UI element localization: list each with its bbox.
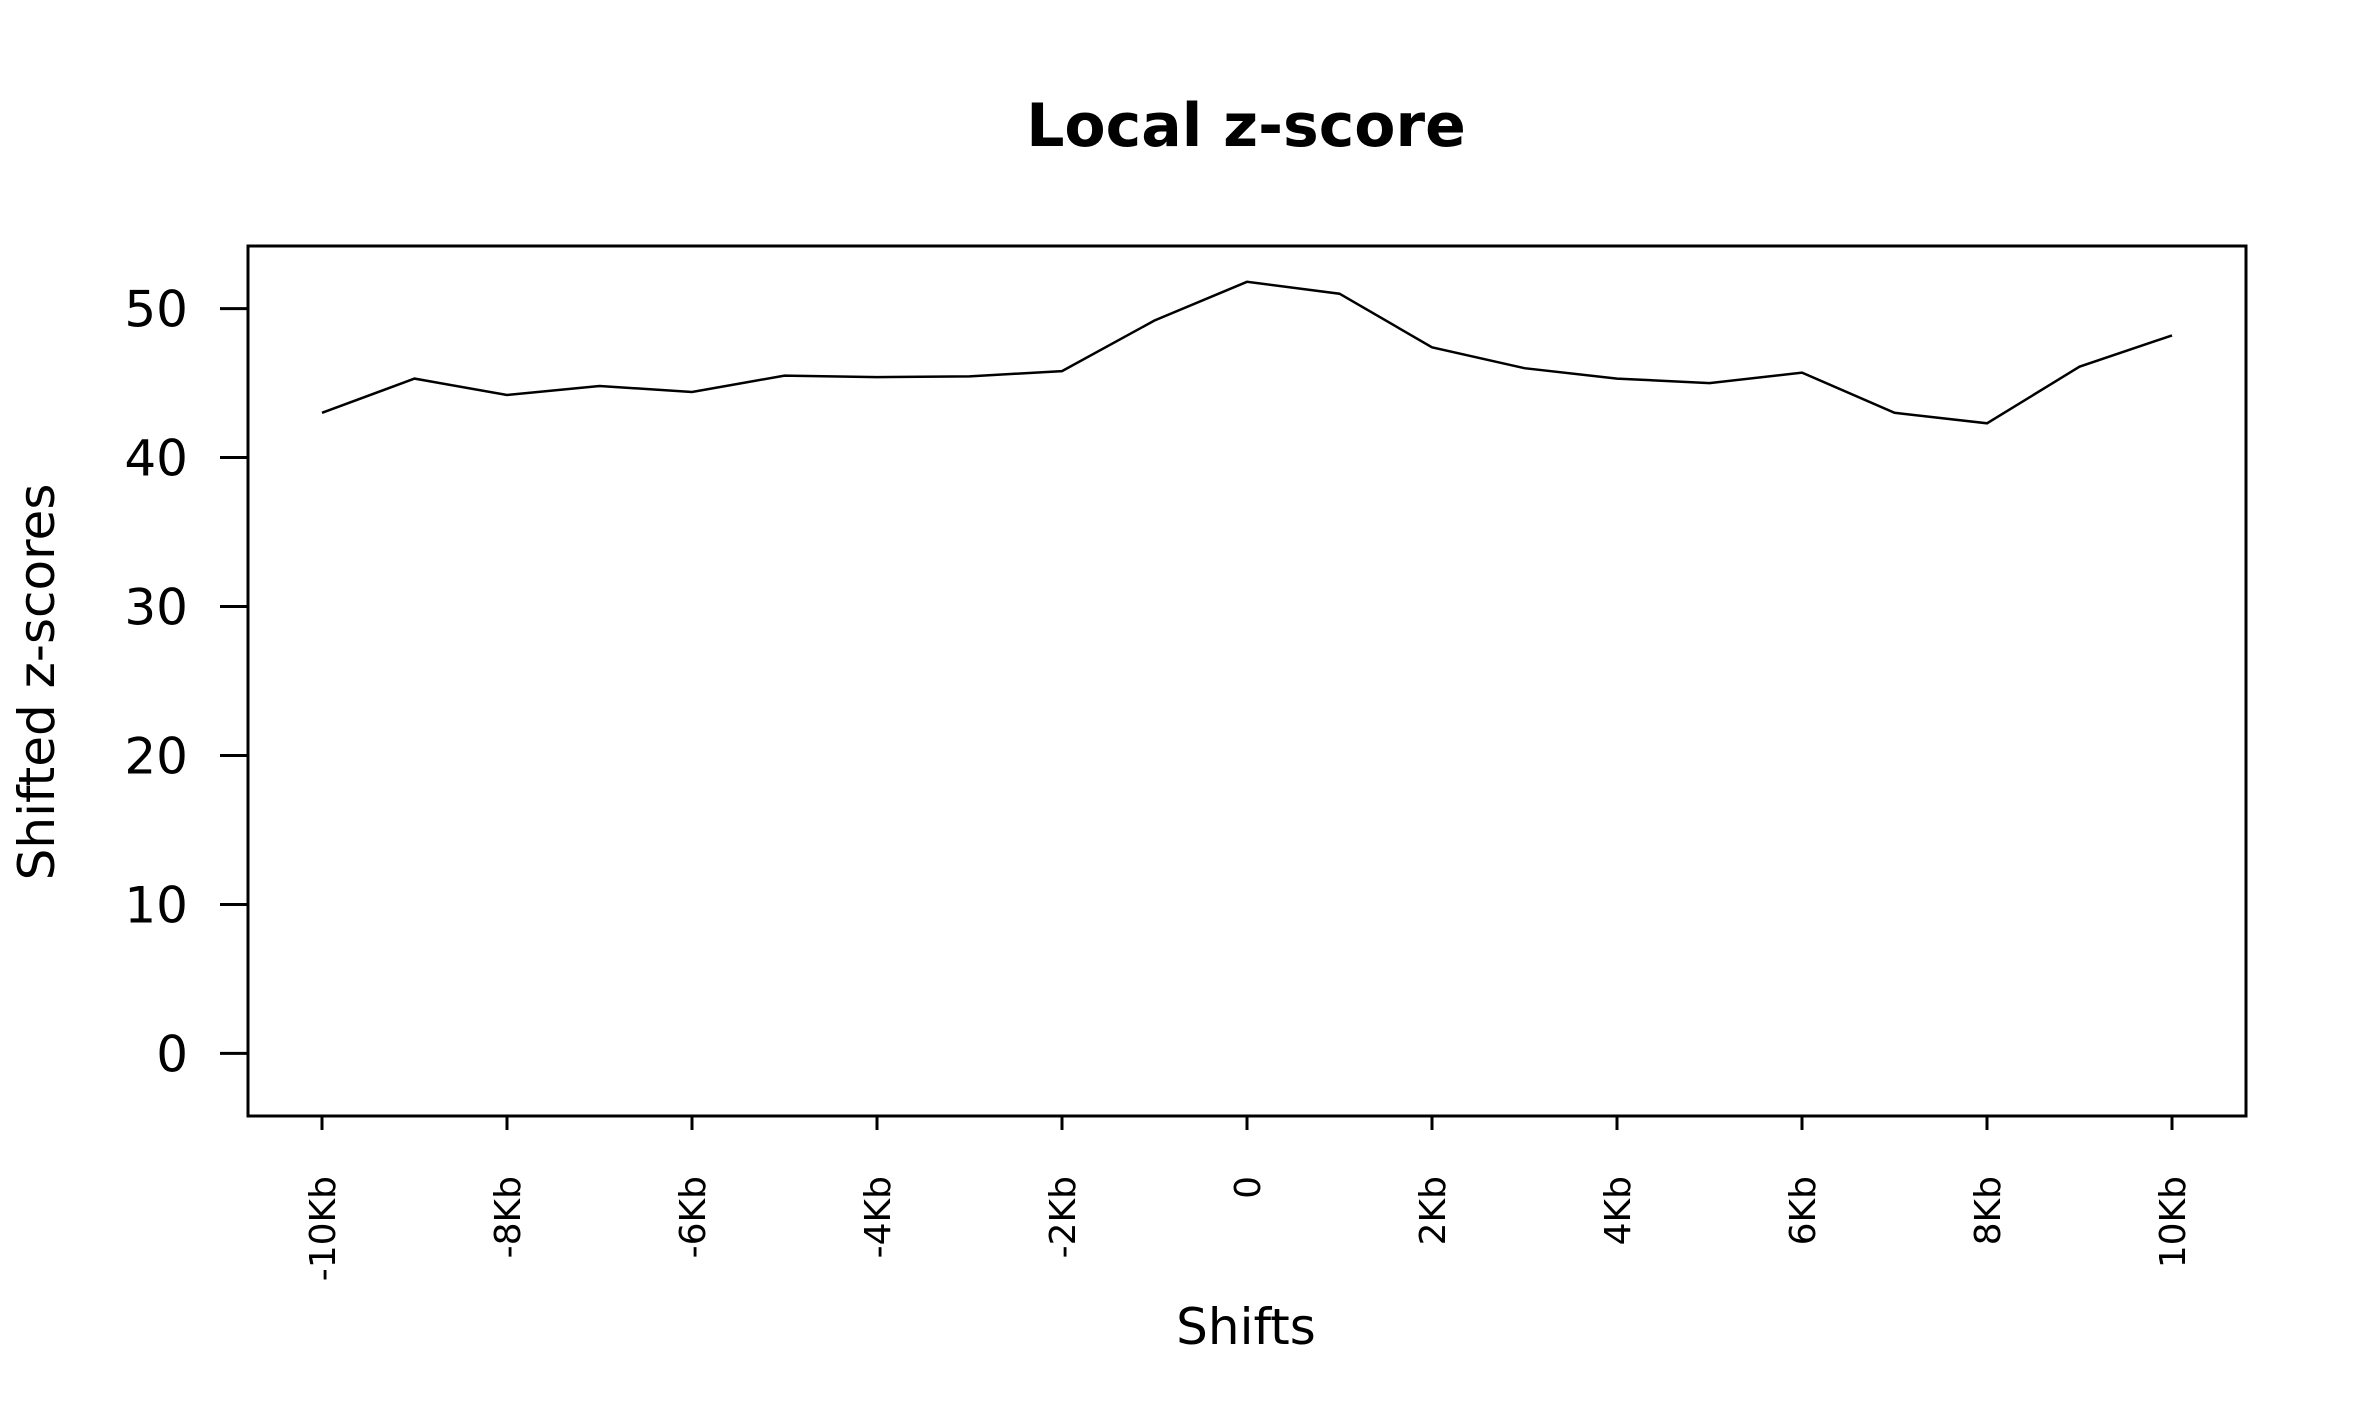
plot-area-frame — [246, 244, 2248, 1118]
x-tick-label: 4Kb — [1598, 1176, 1639, 1245]
y-tick-label: 30 — [124, 579, 188, 637]
y-tick-label: 0 — [156, 1025, 188, 1083]
chart-title: Local z-score — [1026, 91, 1466, 161]
y-tick-label: 50 — [124, 281, 188, 339]
y-axis: 0 10 20 30 40 50 — [124, 281, 248, 1083]
series-line — [321, 280, 2173, 425]
y-axis-title: Shifted z-scores — [8, 484, 66, 881]
x-tick-label: 0 — [1228, 1176, 1269, 1199]
x-tick-label: 8Kb — [1968, 1176, 2009, 1245]
x-axis: -10Kb -8Kb -6Kb -4Kb -2Kb 0 2Kb 4Kb 6Kb 8Kb 10Kb — [303, 1116, 2194, 1281]
y-tick-label: 10 — [124, 876, 188, 934]
x-tick-label: -2Kb — [1043, 1176, 1084, 1258]
x-tick-label: 2Kb — [1413, 1176, 1454, 1245]
y-tick-label: 20 — [124, 727, 188, 785]
x-tick-label: -6Kb — [673, 1176, 714, 1258]
x-tick-label: -10Kb — [303, 1176, 344, 1281]
x-tick-label: -8Kb — [488, 1176, 529, 1258]
x-tick-label: 10Kb — [2153, 1176, 2194, 1268]
series-layer — [321, 280, 2173, 425]
x-tick-label: 6Kb — [1783, 1176, 1824, 1245]
x-tick-label: -4Kb — [858, 1176, 899, 1258]
x-axis-title: Shifts — [1176, 1298, 1316, 1356]
y-tick-label: 40 — [124, 430, 188, 488]
